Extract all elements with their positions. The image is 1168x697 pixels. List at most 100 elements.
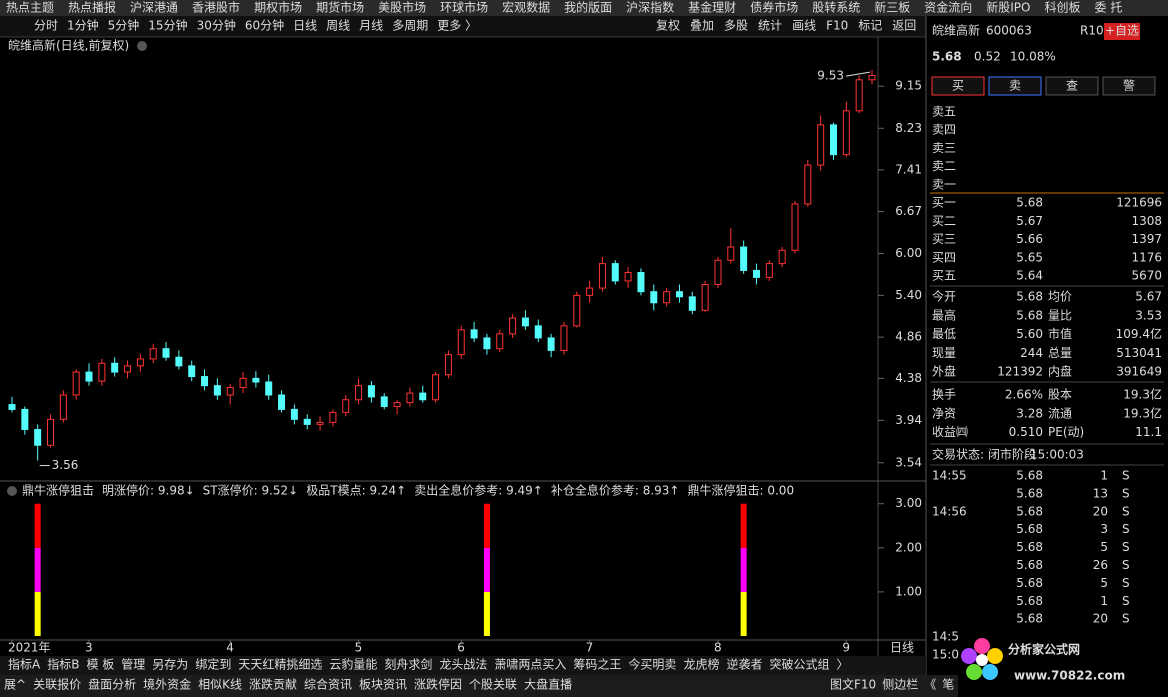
tab[interactable]: 管理 xyxy=(121,657,145,672)
menu-item[interactable]: 热点主题 xyxy=(6,1,54,15)
tab[interactable]: 指标A xyxy=(8,657,41,672)
link[interactable]: 综合资讯 xyxy=(304,677,352,692)
menu-item[interactable]: 委 托 xyxy=(1095,1,1123,15)
link[interactable]: 展^ xyxy=(4,678,26,692)
tool-button[interactable]: 多股 xyxy=(724,19,748,33)
tab[interactable]: 逆袭者 xyxy=(726,657,762,672)
tab[interactable]: 龙头战法 xyxy=(439,658,487,672)
candle-body xyxy=(547,337,555,351)
candle-body xyxy=(701,283,709,311)
menu-item[interactable]: 基金理财 xyxy=(688,0,736,15)
menu-item[interactable]: 债券市场 xyxy=(750,0,798,15)
trade-button-bg[interactable] xyxy=(931,76,985,96)
menu-item[interactable]: 资金流向 xyxy=(924,0,972,15)
tick-time: 14:5 xyxy=(932,630,959,644)
tab[interactable]: 筹码之王 xyxy=(573,658,621,672)
tick-side: S xyxy=(1122,469,1130,483)
link[interactable]: 相似K线 xyxy=(198,678,242,692)
period-tab[interactable]: 更多 〉 xyxy=(437,19,477,33)
tick-price: 5.68 xyxy=(1016,522,1043,536)
menu-item[interactable]: 沪深指数 xyxy=(626,0,674,15)
period-tab[interactable]: 15分钟 xyxy=(148,18,187,33)
trade-button-bg[interactable] xyxy=(1102,76,1156,96)
link[interactable]: 境外资金 xyxy=(143,677,191,692)
link[interactable]: 大盘直播 xyxy=(524,677,572,692)
tool-button[interactable]: F10 xyxy=(826,19,848,33)
menu-item[interactable]: 期货市场 xyxy=(316,0,364,15)
menu-item[interactable]: 科创板 xyxy=(1044,1,1080,15)
link[interactable]: 侧边栏 xyxy=(882,677,918,692)
bid-label: 买五 xyxy=(932,269,956,283)
trade-button[interactable]: 卖 xyxy=(1009,79,1021,93)
period-tab[interactable]: 1分钟 xyxy=(67,18,99,33)
link[interactable]: 《 xyxy=(924,678,936,692)
period-tab[interactable]: 多周期 xyxy=(392,19,428,33)
menu-item[interactable]: 新三板 xyxy=(874,0,910,15)
tab[interactable]: 天天红精挑细选 xyxy=(238,657,322,672)
tick-price: 5.68 xyxy=(1016,612,1043,626)
menu-item[interactable]: 香港股市 xyxy=(192,0,240,15)
link[interactable]: 涨跌贡献 xyxy=(249,677,297,692)
tab[interactable]: 今买明卖 xyxy=(628,657,676,672)
period-tab[interactable]: 月线 xyxy=(359,19,383,33)
x-tick-label: 2021年 xyxy=(8,641,51,655)
tab[interactable]: 刻舟求剑 xyxy=(384,657,432,672)
menu-item[interactable]: 宏观数据 xyxy=(502,0,550,15)
period-tab[interactable]: 分时 xyxy=(34,19,58,33)
link[interactable]: 关联报价 xyxy=(33,677,81,692)
link[interactable]: 盘面分析 xyxy=(88,677,136,692)
add-button[interactable]: +自选 xyxy=(1105,24,1139,38)
menu-item[interactable]: 环球市场 xyxy=(440,0,488,15)
tab[interactable]: 另存为 xyxy=(152,658,188,672)
tab[interactable]: 突破公式组 xyxy=(769,657,829,672)
tool-button[interactable]: 统计 xyxy=(758,19,782,33)
candle-body xyxy=(521,317,529,327)
period-tab[interactable]: 30分钟 xyxy=(197,18,236,33)
tab[interactable]: 云豹量能 xyxy=(329,657,377,672)
candle-body xyxy=(714,259,722,285)
menu-item[interactable]: 沪深港通 xyxy=(130,1,178,15)
tool-button[interactable]: 画线 xyxy=(792,19,816,33)
tool-button[interactable]: 返回 xyxy=(892,19,916,33)
link[interactable]: 笔 xyxy=(942,677,954,692)
link[interactable]: 板块资讯 xyxy=(359,678,407,692)
legend-item: ST涨停价: 9.52↓ xyxy=(203,483,299,498)
period-tab[interactable]: 周线 xyxy=(326,19,350,33)
tick-volume: 20 xyxy=(1093,612,1108,626)
link[interactable]: 个股关联 xyxy=(469,678,517,692)
tab[interactable]: 龙虎榜 xyxy=(683,657,719,672)
menu-item[interactable]: 新股IPO xyxy=(986,0,1030,15)
stat-value: 3.53 xyxy=(1135,308,1162,322)
tab[interactable]: 指标B xyxy=(47,657,79,672)
trade-button-bg[interactable] xyxy=(988,76,1042,96)
indicator-bar xyxy=(34,547,41,592)
tab[interactable]: 〉 xyxy=(836,658,848,672)
add-button-bg[interactable] xyxy=(1104,23,1140,40)
period-tab[interactable]: 日线 xyxy=(293,19,317,33)
menu-item[interactable]: 美股市场 xyxy=(378,0,426,15)
period-tab[interactable]: 60分钟 xyxy=(245,18,284,33)
link[interactable]: 图文F10 xyxy=(830,677,876,692)
link[interactable]: 涨跌停因 xyxy=(414,677,462,692)
trade-button[interactable]: 警 xyxy=(1123,78,1135,93)
tab[interactable]: 萧啸两点买入 xyxy=(494,658,566,672)
menu-item[interactable]: 期权市场 xyxy=(254,0,302,15)
tool-button[interactable]: 标记 xyxy=(858,19,882,33)
tab[interactable]: 绑定到 xyxy=(195,657,231,672)
title-icon[interactable] xyxy=(137,41,147,51)
menu-item[interactable]: 热点播报 xyxy=(68,0,116,15)
link-bar xyxy=(0,675,1168,697)
candle-body xyxy=(868,75,876,81)
indicator-icon[interactable] xyxy=(7,486,17,496)
trade-button[interactable]: 买 xyxy=(952,79,964,93)
candle-body xyxy=(842,110,850,156)
tool-button[interactable]: 复权 xyxy=(656,19,680,33)
period-tab[interactable]: 5分钟 xyxy=(108,18,140,33)
tab[interactable]: 模 板 xyxy=(86,658,114,672)
trade-button[interactable]: 查 xyxy=(1066,79,1078,93)
tool-button[interactable]: 叠加 xyxy=(690,19,714,33)
legend-item: 补仓全息价参考: 8.93↑ xyxy=(551,483,680,498)
menu-item[interactable]: 我的版面 xyxy=(564,0,612,15)
trade-button-bg[interactable] xyxy=(1045,76,1099,96)
menu-item[interactable]: 股转系统 xyxy=(812,0,860,15)
